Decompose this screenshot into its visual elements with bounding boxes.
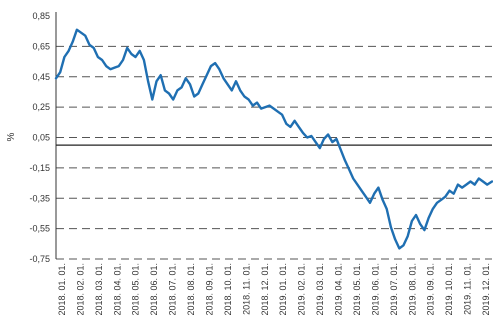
x-tick-label: 2019. 01. 01. (278, 263, 288, 316)
x-tick-label: 2019. 05. 01. (352, 263, 362, 316)
y-tick-label: -0,35 (29, 193, 50, 203)
y-tick-label: 0,65 (32, 41, 50, 51)
x-tick-label: 2019. 06. 01. (370, 263, 380, 316)
y-tick-label: -0,15 (29, 163, 50, 173)
x-tick-label: 2018. 06. 01. (149, 263, 159, 316)
x-tick-label: 2019. 11. 01. (463, 263, 473, 315)
y-tick-label: -0,55 (29, 224, 50, 234)
x-tick-label: 2018. 08. 01. (186, 263, 196, 316)
y-tick-label: 0,45 (32, 72, 50, 82)
x-tick-label: 2019. 07. 01. (389, 263, 399, 316)
x-tick-label: 2019. 02. 01. (297, 263, 307, 316)
y-tick-label: 0,85 (32, 11, 50, 21)
x-tick-label: 2018. 10. 01. (223, 263, 233, 316)
x-tick-label: 2018. 04. 01. (112, 263, 122, 316)
x-axis: 2018. 01. 01. 2018. 02. 01. 2018. 03. 01. 2… (57, 263, 491, 316)
x-tick-label: 2018. 05. 01. (131, 263, 141, 316)
y-tick-label: 0,25 (32, 102, 50, 112)
x-tick-label: 2019. 12. 01. (481, 263, 491, 316)
x-tick-label: 2019. 09. 01. (426, 263, 436, 316)
y-tick-label: -0,75 (29, 254, 50, 264)
x-tick-label: 2019. 03. 01. (315, 263, 325, 316)
x-tick-label: 2019. 08. 01. (407, 263, 417, 316)
y-tick-label: 0,05 (32, 133, 50, 143)
x-tick-label: 2019. 10. 01. (444, 263, 454, 316)
x-tick-label: 2018. 11. 01. (241, 263, 251, 315)
x-tick-label: 2018. 09. 01. (204, 263, 214, 316)
x-tick-label: 2019. 04. 01. (334, 263, 344, 316)
x-tick-label: 2018. 07. 01. (168, 263, 178, 316)
y-axis: 0,85 0,65 0,45 0,25 0,05 -0,15 -0,35 -0,55 -0,75 (29, 11, 50, 264)
y-axis-label: % (6, 132, 17, 141)
x-tick-label: 2018. 12. 01. (260, 263, 270, 316)
x-tick-label: 2018. 02. 01. (75, 263, 85, 316)
x-tick-label: 2018. 03. 01. (94, 263, 104, 316)
series-layer (54, 28, 493, 250)
grid-lines (55, 12, 492, 260)
x-tick-label: 2018. 01. 01. (57, 263, 67, 316)
series-line (54, 28, 493, 250)
